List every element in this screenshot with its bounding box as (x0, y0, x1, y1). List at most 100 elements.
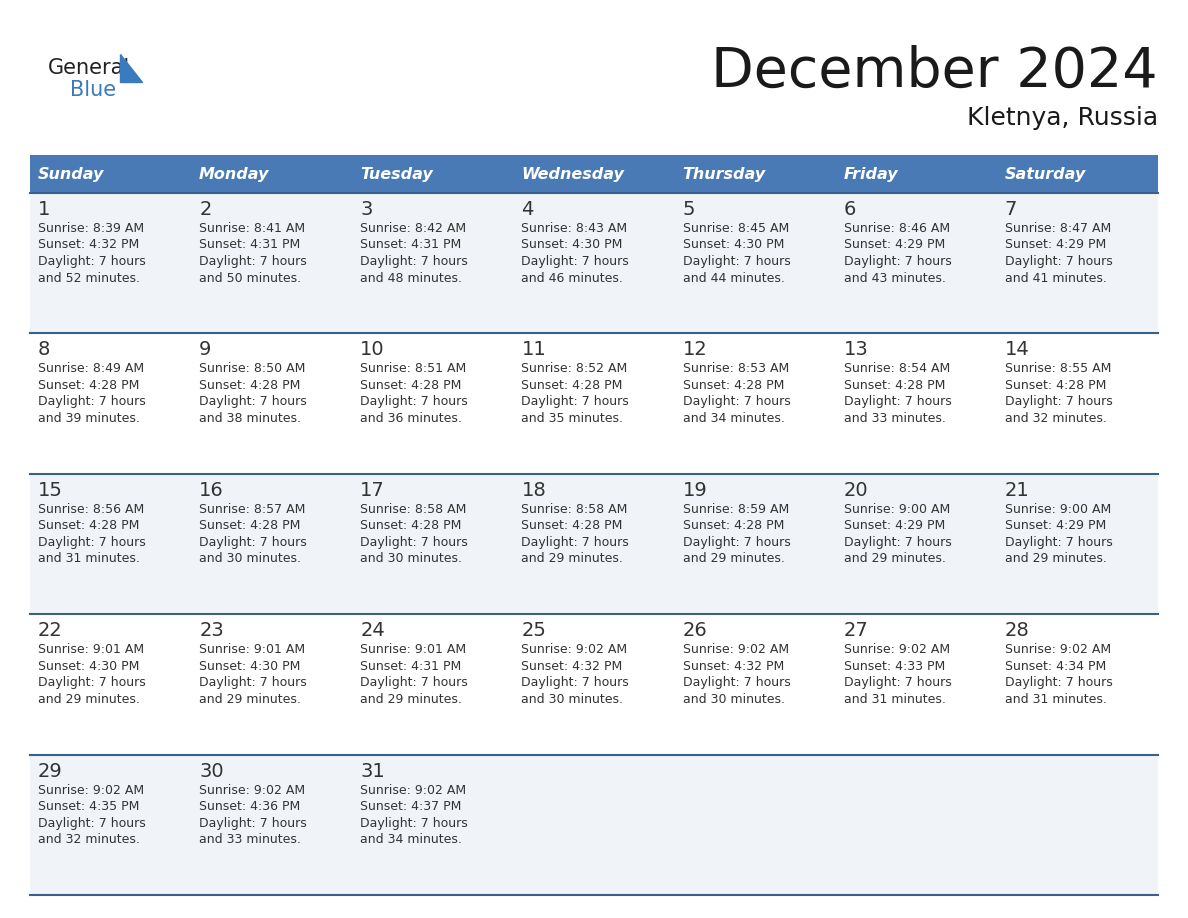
Text: Sunrise: 8:57 AM: Sunrise: 8:57 AM (200, 503, 305, 516)
Text: Sunrise: 8:50 AM: Sunrise: 8:50 AM (200, 363, 305, 375)
Bar (835, 155, 997, 193)
Text: Daylight: 7 hours: Daylight: 7 hours (360, 255, 468, 268)
Text: Sunset: 4:28 PM: Sunset: 4:28 PM (843, 379, 946, 392)
Text: Monday: Monday (200, 166, 270, 182)
Bar (353, 155, 513, 193)
Text: Sunrise: 8:59 AM: Sunrise: 8:59 AM (683, 503, 789, 516)
Text: and 35 minutes.: and 35 minutes. (522, 412, 624, 425)
Text: 2: 2 (200, 200, 211, 219)
Text: Daylight: 7 hours: Daylight: 7 hours (360, 536, 468, 549)
Text: Sunset: 4:36 PM: Sunset: 4:36 PM (200, 800, 301, 813)
Text: and 30 minutes.: and 30 minutes. (522, 693, 624, 706)
Text: Daylight: 7 hours: Daylight: 7 hours (843, 677, 952, 689)
Bar (30, 474, 1158, 614)
Text: and 52 minutes.: and 52 minutes. (38, 272, 140, 285)
Text: Sunrise: 9:02 AM: Sunrise: 9:02 AM (683, 644, 789, 656)
Text: 31: 31 (360, 762, 385, 780)
Text: Sunset: 4:28 PM: Sunset: 4:28 PM (200, 520, 301, 532)
Text: Saturday: Saturday (1005, 166, 1086, 182)
Text: and 43 minutes.: and 43 minutes. (843, 272, 946, 285)
Bar (30, 755, 1158, 895)
Text: and 41 minutes.: and 41 minutes. (1005, 272, 1107, 285)
Text: 22: 22 (38, 621, 63, 640)
Text: Sunset: 4:32 PM: Sunset: 4:32 PM (38, 239, 139, 252)
Text: and 44 minutes.: and 44 minutes. (683, 272, 784, 285)
Bar (997, 155, 1158, 193)
Text: Sunrise: 9:01 AM: Sunrise: 9:01 AM (360, 644, 467, 656)
Text: and 33 minutes.: and 33 minutes. (843, 412, 946, 425)
Text: Sunrise: 8:56 AM: Sunrise: 8:56 AM (38, 503, 144, 516)
Text: Sunset: 4:28 PM: Sunset: 4:28 PM (683, 520, 784, 532)
Text: Daylight: 7 hours: Daylight: 7 hours (200, 396, 307, 409)
Text: 9: 9 (200, 341, 211, 360)
Text: Sunrise: 8:51 AM: Sunrise: 8:51 AM (360, 363, 467, 375)
Text: Daylight: 7 hours: Daylight: 7 hours (522, 396, 630, 409)
Text: 27: 27 (843, 621, 868, 640)
Text: Daylight: 7 hours: Daylight: 7 hours (683, 255, 790, 268)
Text: Daylight: 7 hours: Daylight: 7 hours (522, 255, 630, 268)
Text: Sunset: 4:30 PM: Sunset: 4:30 PM (200, 660, 301, 673)
Text: 26: 26 (683, 621, 707, 640)
Text: 4: 4 (522, 200, 533, 219)
Text: 30: 30 (200, 762, 223, 780)
Text: Sunset: 4:37 PM: Sunset: 4:37 PM (360, 800, 462, 813)
Text: Sunset: 4:33 PM: Sunset: 4:33 PM (843, 660, 944, 673)
Text: Daylight: 7 hours: Daylight: 7 hours (1005, 396, 1113, 409)
Text: Daylight: 7 hours: Daylight: 7 hours (843, 255, 952, 268)
Text: Sunrise: 8:43 AM: Sunrise: 8:43 AM (522, 222, 627, 235)
Text: Thursday: Thursday (683, 166, 766, 182)
Text: Daylight: 7 hours: Daylight: 7 hours (360, 396, 468, 409)
Text: Daylight: 7 hours: Daylight: 7 hours (683, 677, 790, 689)
Text: Sunrise: 9:02 AM: Sunrise: 9:02 AM (1005, 644, 1111, 656)
Text: and 32 minutes.: and 32 minutes. (1005, 412, 1107, 425)
Bar (675, 155, 835, 193)
Text: Sunset: 4:30 PM: Sunset: 4:30 PM (38, 660, 139, 673)
Text: Sunrise: 8:49 AM: Sunrise: 8:49 AM (38, 363, 144, 375)
Text: Tuesday: Tuesday (360, 166, 434, 182)
Text: Sunset: 4:29 PM: Sunset: 4:29 PM (1005, 239, 1106, 252)
Text: 23: 23 (200, 621, 223, 640)
Text: 17: 17 (360, 481, 385, 499)
Text: Sunset: 4:32 PM: Sunset: 4:32 PM (683, 660, 784, 673)
Text: Sunset: 4:28 PM: Sunset: 4:28 PM (200, 379, 301, 392)
Text: 5: 5 (683, 200, 695, 219)
Text: and 29 minutes.: and 29 minutes. (843, 553, 946, 565)
Text: and 31 minutes.: and 31 minutes. (1005, 693, 1107, 706)
Text: and 29 minutes.: and 29 minutes. (38, 693, 140, 706)
Text: Sunset: 4:31 PM: Sunset: 4:31 PM (360, 239, 461, 252)
Text: Sunrise: 8:52 AM: Sunrise: 8:52 AM (522, 363, 627, 375)
Text: Sunset: 4:28 PM: Sunset: 4:28 PM (1005, 379, 1106, 392)
Text: Daylight: 7 hours: Daylight: 7 hours (522, 677, 630, 689)
Text: Sunrise: 9:02 AM: Sunrise: 9:02 AM (522, 644, 627, 656)
Text: and 29 minutes.: and 29 minutes. (360, 693, 462, 706)
Text: and 38 minutes.: and 38 minutes. (200, 412, 301, 425)
Text: Daylight: 7 hours: Daylight: 7 hours (38, 677, 146, 689)
Text: and 30 minutes.: and 30 minutes. (683, 693, 784, 706)
Text: Sunset: 4:28 PM: Sunset: 4:28 PM (38, 379, 139, 392)
Text: Wednesday: Wednesday (522, 166, 625, 182)
Text: Sunset: 4:31 PM: Sunset: 4:31 PM (200, 239, 301, 252)
Text: Daylight: 7 hours: Daylight: 7 hours (200, 255, 307, 268)
Text: and 34 minutes.: and 34 minutes. (360, 834, 462, 846)
Bar (30, 614, 1158, 755)
Text: Daylight: 7 hours: Daylight: 7 hours (38, 536, 146, 549)
Text: Sunrise: 9:02 AM: Sunrise: 9:02 AM (200, 784, 305, 797)
Text: Daylight: 7 hours: Daylight: 7 hours (683, 396, 790, 409)
Text: Daylight: 7 hours: Daylight: 7 hours (200, 536, 307, 549)
Text: 8: 8 (38, 341, 50, 360)
Text: 1: 1 (38, 200, 50, 219)
Bar (30, 333, 1158, 474)
Text: Sunrise: 9:00 AM: Sunrise: 9:00 AM (843, 503, 950, 516)
Text: Sunrise: 9:01 AM: Sunrise: 9:01 AM (200, 644, 305, 656)
Text: 25: 25 (522, 621, 546, 640)
Text: Sunrise: 8:45 AM: Sunrise: 8:45 AM (683, 222, 789, 235)
Text: Daylight: 7 hours: Daylight: 7 hours (360, 677, 468, 689)
Text: and 36 minutes.: and 36 minutes. (360, 412, 462, 425)
Text: and 29 minutes.: and 29 minutes. (522, 553, 624, 565)
Text: and 50 minutes.: and 50 minutes. (200, 272, 302, 285)
Text: and 34 minutes.: and 34 minutes. (683, 412, 784, 425)
Text: Daylight: 7 hours: Daylight: 7 hours (1005, 536, 1113, 549)
Text: Daylight: 7 hours: Daylight: 7 hours (843, 536, 952, 549)
Text: and 30 minutes.: and 30 minutes. (200, 553, 301, 565)
Text: Friday: Friday (843, 166, 898, 182)
